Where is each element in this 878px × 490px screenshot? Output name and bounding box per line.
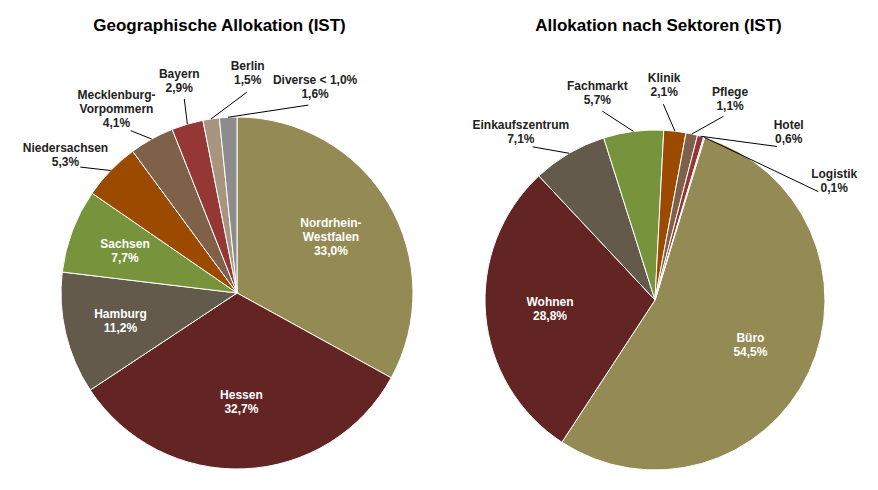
svg-text:Wohnen28,8%: Wohnen28,8%: [526, 295, 573, 323]
svg-text:Bayern2,9%: Bayern2,9%: [159, 67, 200, 95]
svg-text:Einkaufszentrum7,1%: Einkaufszentrum7,1%: [473, 118, 570, 146]
svg-text:Sachsen7,7%: Sachsen7,7%: [100, 237, 149, 265]
svg-text:Diverse < 1,0%1,6%: Diverse < 1,0%1,6%: [273, 73, 358, 101]
svg-text:Nordrhein-Westfalen33,0%: Nordrhein-Westfalen33,0%: [300, 216, 361, 258]
html-text:Geographische Allokation (IST): Geographische Allokation (IST): [93, 16, 346, 35]
svg-text:Pflege1,1%: Pflege1,1%: [712, 85, 748, 113]
svg-text:Niedersachsen5,3%: Niedersachsen5,3%: [23, 141, 108, 169]
svg-text:Berlin1,5%: Berlin1,5%: [231, 59, 265, 87]
svg-text:Hamburg11,2%: Hamburg11,2%: [94, 307, 147, 335]
html-text:Allokation nach Sektoren (IST): Allokation nach Sektoren (IST): [535, 16, 782, 35]
svg-text:Hotel0,6%: Hotel0,6%: [774, 118, 804, 146]
svg-text:Logistik0,1%: Logistik0,1%: [811, 167, 857, 195]
svg-text:Klinik2,1%: Klinik2,1%: [648, 71, 681, 99]
svg-text:Hessen32,7%: Hessen32,7%: [220, 388, 263, 416]
svg-text:Fachmarkt5,7%: Fachmarkt5,7%: [567, 79, 628, 107]
svg-text:Mecklenburg-Vorpommern4,1%: Mecklenburg-Vorpommern4,1%: [77, 88, 155, 130]
svg-text:Büro54,5%: Büro54,5%: [733, 331, 767, 359]
